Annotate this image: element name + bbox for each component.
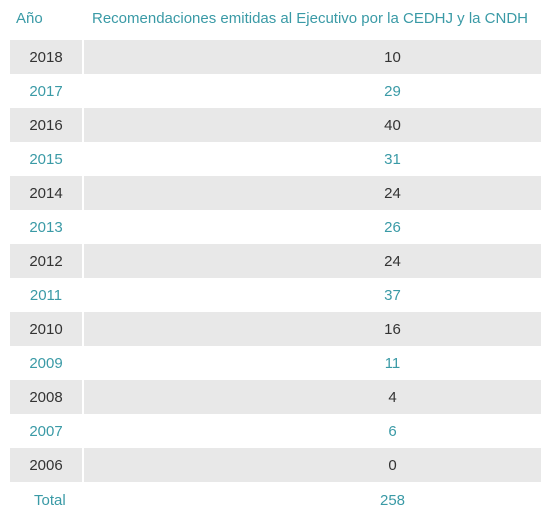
table-row: 2016 40 xyxy=(10,108,541,142)
value-cell: 40 xyxy=(84,108,541,142)
year-cell: 2006 xyxy=(10,448,82,482)
year-cell: 2017 xyxy=(29,82,63,100)
table-row: 2013 26 xyxy=(10,210,541,244)
table-body: 2018 10 2017 29 2016 40 2015 31 2014 24 2013 26 2012… xyxy=(10,40,541,482)
table-row: 2018 10 xyxy=(10,40,541,74)
table-row: 2011 37 xyxy=(10,278,541,312)
value-cell: 29 xyxy=(384,82,401,100)
header-recommendations: Recomendaciones emitidas al Ejecutivo po… xyxy=(92,10,529,27)
table-row: 2007 6 xyxy=(10,414,541,448)
value-cell: 0 xyxy=(84,448,541,482)
table-row: 2009 11 xyxy=(10,346,541,380)
value-cell: 10 xyxy=(84,40,541,74)
year-cell: 2007 xyxy=(29,422,63,440)
value-cell: 26 xyxy=(384,218,401,236)
table-row: 2015 31 xyxy=(10,142,541,176)
total-value: 258 xyxy=(379,491,406,509)
year-cell: 2011 xyxy=(29,286,63,304)
value-cell: 37 xyxy=(384,286,401,304)
year-cell: 2016 xyxy=(10,108,82,142)
table-row: 2017 29 xyxy=(10,74,541,108)
value-cell: 24 xyxy=(84,176,541,210)
year-cell: 2018 xyxy=(10,40,82,74)
value-cell: 11 xyxy=(384,354,401,372)
year-cell: 2010 xyxy=(10,312,82,346)
table-row: 2008 4 xyxy=(10,380,541,414)
table-row: 2014 24 xyxy=(10,176,541,210)
header-year: Año xyxy=(16,10,43,27)
total-label: Total xyxy=(34,491,66,509)
value-cell: 6 xyxy=(388,422,397,440)
table-row: 2010 16 xyxy=(10,312,541,346)
total-row: Total 258 xyxy=(10,482,541,518)
table-header: Año Recomendaciones emitidas al Ejecutiv… xyxy=(10,0,541,40)
year-cell: 2014 xyxy=(10,176,82,210)
value-cell: 31 xyxy=(384,150,401,168)
year-cell: 2015 xyxy=(29,150,63,168)
year-cell: 2012 xyxy=(10,244,82,278)
value-cell: 4 xyxy=(84,380,541,414)
value-cell: 24 xyxy=(84,244,541,278)
year-cell: 2013 xyxy=(29,218,63,236)
table-row: 2006 0 xyxy=(10,448,541,482)
year-cell: 2008 xyxy=(10,380,82,414)
value-cell: 16 xyxy=(84,312,541,346)
table-row: 2012 24 xyxy=(10,244,541,278)
year-cell: 2009 xyxy=(29,354,63,372)
data-table: Año Recomendaciones emitidas al Ejecutiv… xyxy=(10,0,541,518)
